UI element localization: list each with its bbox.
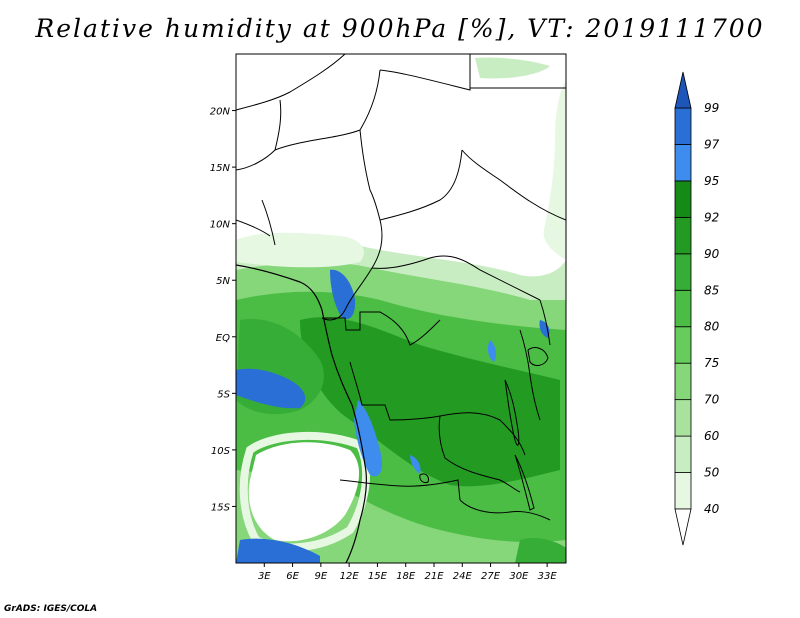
- colorbar-label: 60: [704, 429, 720, 443]
- lat-tick-label: EQ: [216, 333, 230, 344]
- lon-tick-label: 33E: [538, 571, 558, 582]
- colorbar-segment: [674, 435, 692, 473]
- longitude-axis: 3E 6E 9E 12E 15E 18E 21E 24E 27E 30E 33E: [258, 563, 557, 582]
- lat-tick-label: 15N: [210, 163, 231, 174]
- colorbar-label: 85: [704, 283, 719, 297]
- colorbar-label: 99: [704, 101, 719, 115]
- colorbar-segment: [674, 107, 692, 145]
- colorbar-segment: [674, 326, 692, 364]
- lon-tick-label: 30E: [509, 571, 529, 582]
- colorbar-label: 75: [704, 356, 719, 370]
- colorbar-segment: [674, 253, 692, 291]
- lon-tick-label: 27E: [481, 571, 501, 582]
- colorbar-label: 70: [704, 393, 720, 407]
- colorbar-segment: [674, 399, 692, 437]
- lat-tick-label: 10N: [210, 220, 231, 231]
- lon-tick-label: 18E: [396, 571, 416, 582]
- lon-tick-label: 6E: [286, 571, 299, 582]
- colorbar-label: 97: [704, 137, 720, 151]
- colorbar-segment: [674, 180, 692, 218]
- colorbar-label: 90: [704, 247, 720, 261]
- map-title: Relative humidity at 900hPa [%], VT: 201…: [35, 14, 765, 43]
- lat-tick-label: 5N: [216, 276, 230, 287]
- colorbar-label: 80: [704, 320, 720, 334]
- coastline: [236, 264, 367, 563]
- lon-tick-label: 9E: [315, 571, 328, 582]
- lon-tick-label: 21E: [424, 571, 444, 582]
- colorbar-label: 40: [704, 502, 720, 516]
- lon-tick-label: 3E: [258, 571, 271, 582]
- country-borders: [236, 54, 566, 521]
- lat-tick-label: 15S: [211, 502, 231, 513]
- latitude-axis: 20N 15N 10N 5N EQ 5S 10S 15S: [210, 107, 236, 513]
- lakes: [419, 347, 549, 511]
- map-frame: [235, 53, 567, 564]
- colorbar-label: 50: [704, 466, 720, 480]
- lat-tick-label: 10S: [211, 446, 231, 457]
- lat-tick-label: 5S: [217, 389, 230, 400]
- colorbar-bottom-arrow: [674, 508, 692, 546]
- lon-tick-label: 24E: [453, 571, 473, 582]
- lat-tick-label: 20N: [210, 107, 231, 118]
- colorbar-segment: [674, 216, 692, 255]
- colorbar-top-arrow: [674, 71, 692, 109]
- colorbar-segment: [674, 289, 692, 328]
- colorbar-segment: [674, 472, 692, 510]
- lon-tick-label: 15E: [368, 571, 388, 582]
- colorbar: 40 50 60 70 75 80 85 90 92 95 97 99: [674, 71, 720, 546]
- colorbar-segment: [674, 362, 692, 401]
- colorbar-segment: [674, 144, 692, 182]
- lon-tick-label: 12E: [340, 571, 360, 582]
- humidity-field: [236, 54, 566, 563]
- colorbar-label: 92: [704, 210, 719, 224]
- grads-credit: GrADS: IGES/COLA: [4, 604, 98, 614]
- colorbar-label: 95: [704, 174, 719, 188]
